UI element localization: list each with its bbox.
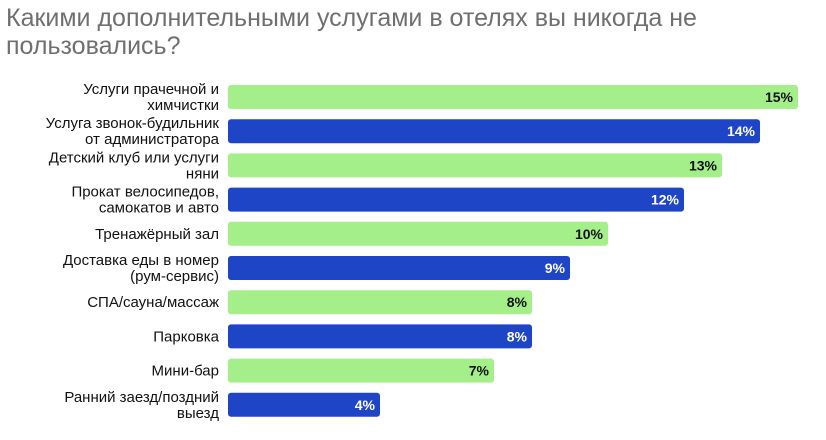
category-label: Услуги прачечной и [83,81,219,98]
category-label: самокатов и авто [99,200,219,217]
bar [228,392,380,417]
chart-title: Какими дополнительными услугами в отелях… [6,4,697,60]
category-label: Мини-бар [152,363,219,380]
category-label: Тренажёрный зал [95,226,219,243]
bar-value-label: 10% [575,226,604,242]
category-label: Ранний заезд/поздний [64,389,219,406]
bar [228,221,608,246]
bar-value-label: 7% [469,363,490,379]
category-label: (рум-сервис) [130,268,219,285]
bar [228,290,532,315]
bar-value-label: 15% [765,89,794,105]
bar [228,256,570,280]
bar [228,187,684,212]
category-label: выезд [177,405,219,422]
category-label: от администратора [85,131,220,148]
bar [228,85,798,109]
bar [228,153,722,178]
category-label: СПА/сауна/массаж [87,294,219,311]
category-label: Услуга звонок-будильник [46,115,220,132]
bar [228,119,760,144]
bar [228,358,494,383]
category-label: Доставка еды в номер [63,252,219,269]
bar-value-label: 13% [689,157,718,173]
category-label: Детский клуб или услуги [49,149,219,166]
bar-value-label: 9% [545,260,566,276]
bar-value-label: 4% [355,397,376,413]
bar [228,324,532,349]
bar-value-label: 14% [727,123,756,139]
category-label: Прокат велосипедов, [71,184,219,201]
bar-value-label: 8% [507,328,528,344]
bar-value-label: 8% [507,294,528,310]
category-label: няни [186,165,219,182]
bar-value-label: 12% [651,192,680,208]
category-label: Парковка [153,328,219,345]
category-label: химчистки [147,97,219,114]
